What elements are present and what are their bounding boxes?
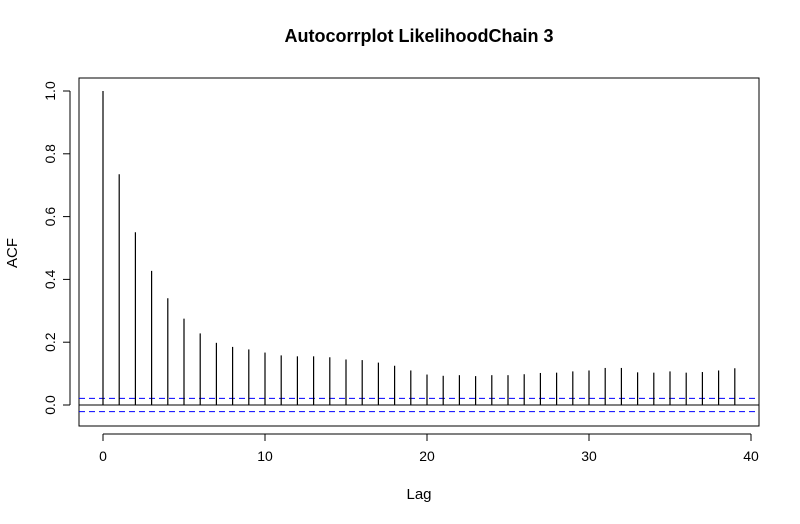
x-tick-label: 10 [257,448,273,464]
y-axis: 0.0 0.2 0.4 0.6 0.8 1.0 [42,81,71,415]
y-tick-label: 0.8 [42,144,58,164]
x-axis-label: Lag [406,486,431,503]
y-tick-label: 0.0 [42,395,58,415]
chart-title: Autocorrplot LikelihoodChain 3 [285,26,554,46]
x-tick-label: 40 [743,448,759,464]
y-tick-label: 0.6 [42,207,58,227]
x-tick-label: 30 [581,448,597,464]
acf-bars [102,91,736,405]
y-tick-label: 1.0 [42,81,58,101]
plot-frame [78,77,760,427]
x-tick-label: 0 [99,448,107,464]
y-tick-label: 0.2 [42,332,58,352]
y-tick-label: 0.4 [42,269,58,289]
x-tick-label: 20 [419,448,435,464]
y-axis-label: ACF [4,238,21,268]
x-axis: 0 10 20 30 40 [99,433,759,464]
